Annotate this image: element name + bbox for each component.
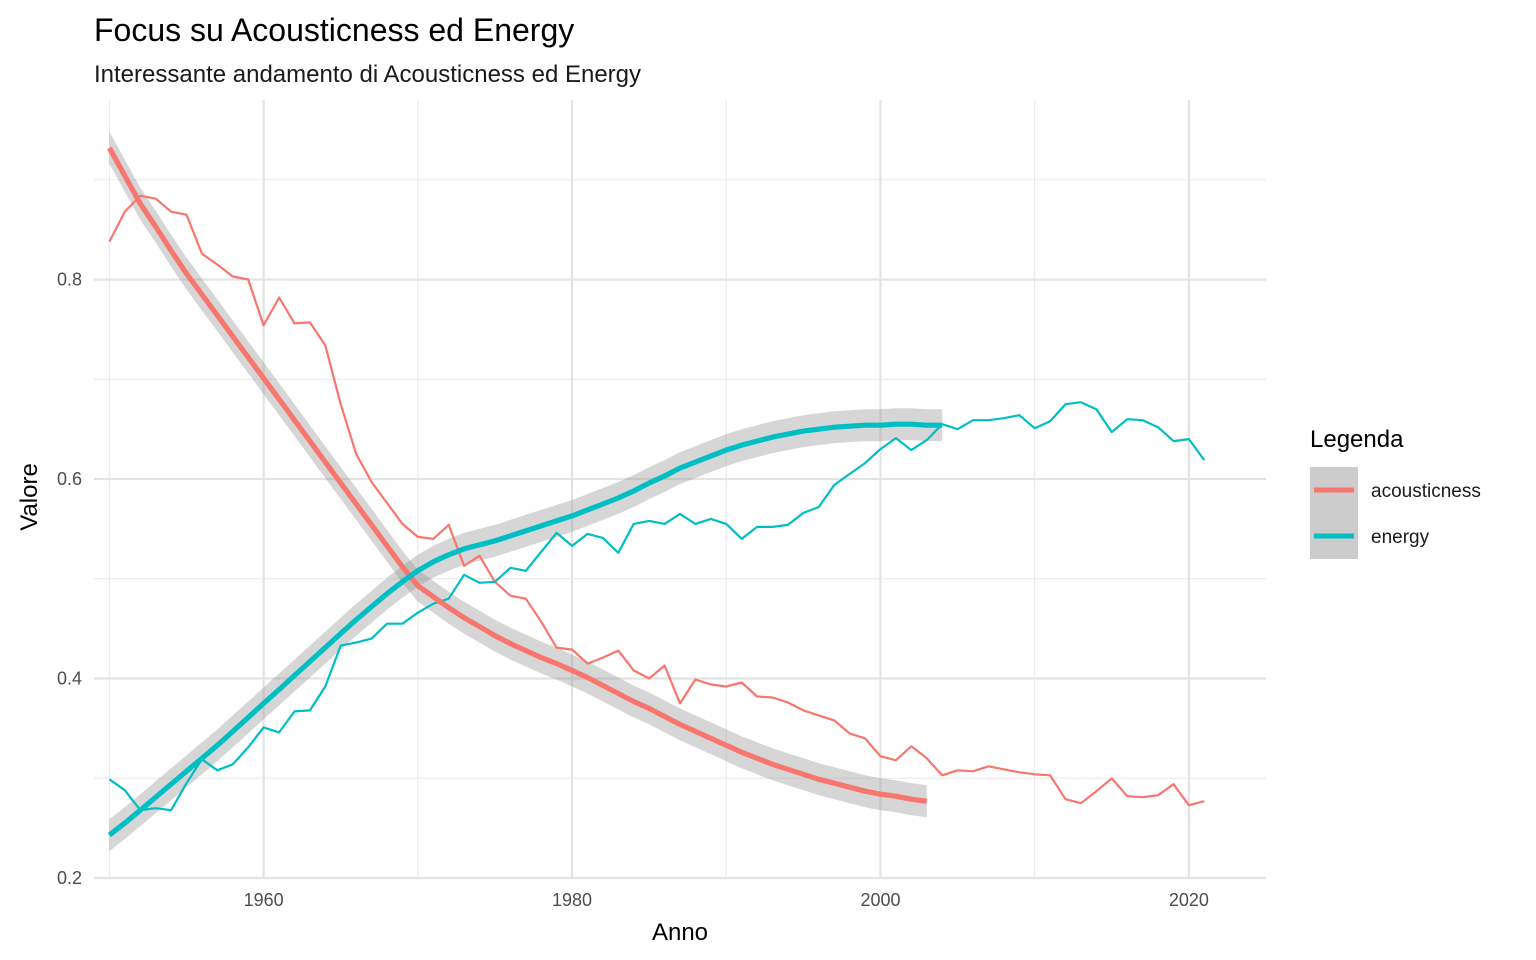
- x-tick-label: 1980: [552, 890, 592, 910]
- y-tick-label: 0.8: [57, 270, 82, 290]
- y-axis-title: Valore: [16, 463, 43, 531]
- acousticness-ribbon: [109, 131, 927, 818]
- energy-smooth-line: [107, 421, 943, 838]
- legend-title: Legenda: [1310, 426, 1404, 453]
- x-tick-label: 2020: [1169, 890, 1209, 910]
- plot-grid: [94, 100, 1266, 880]
- x-axis-ticks: 1960 1980 2000 2020: [244, 890, 1209, 910]
- legend: Legenda acousticness energy: [1310, 426, 1481, 559]
- y-tick-label: 0.2: [57, 868, 82, 888]
- smooth-lines: [107, 146, 943, 838]
- energy-raw-line: [108, 401, 1206, 812]
- legend-label-acousticness: acousticness: [1371, 481, 1481, 502]
- x-axis-title: Anno: [652, 919, 708, 946]
- y-tick-label: 0.4: [57, 669, 82, 689]
- legend-items: acousticness energy: [1310, 467, 1481, 559]
- y-axis-ticks: 0.2 0.4 0.6 0.8: [57, 270, 82, 888]
- chart-subtitle: Interessante andamento di Acousticness e…: [94, 61, 641, 88]
- legend-label-energy: energy: [1371, 527, 1430, 548]
- x-tick-label: 1960: [244, 890, 284, 910]
- chart-title: Focus su Acousticness ed Energy: [94, 12, 574, 48]
- acousticness-smooth-line: [107, 146, 928, 804]
- x-tick-label: 2000: [860, 890, 900, 910]
- acousticness-raw-line: [108, 194, 1205, 807]
- y-tick-label: 0.6: [57, 469, 82, 489]
- raw-lines: [108, 194, 1206, 812]
- confidence-ribbons: [109, 131, 943, 852]
